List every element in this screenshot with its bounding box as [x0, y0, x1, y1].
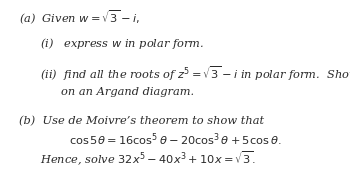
Text: (i)   express $w$ in polar form.: (i) express $w$ in polar form. — [40, 36, 204, 51]
Text: (a)  Given $w = \sqrt{3} - i,$: (a) Given $w = \sqrt{3} - i,$ — [19, 9, 140, 27]
Text: Hence, solve $32x^5 - 40x^3 + 10x = \sqrt{3}.$: Hence, solve $32x^5 - 40x^3 + 10x = \sqr… — [40, 149, 256, 168]
Text: (ii)  find all the roots of $z^5 = \sqrt{3} - i$ in polar form.  Show all the ro: (ii) find all the roots of $z^5 = \sqrt{… — [40, 64, 350, 83]
Text: on an Argand diagram.: on an Argand diagram. — [61, 87, 194, 97]
Text: $\cos 5\theta = 16\cos^5\theta - 20\cos^3\theta + 5\cos\theta.$: $\cos 5\theta = 16\cos^5\theta - 20\cos^… — [69, 131, 281, 148]
Text: (b)  Use de Moivre’s theorem to show that: (b) Use de Moivre’s theorem to show that — [19, 116, 264, 126]
